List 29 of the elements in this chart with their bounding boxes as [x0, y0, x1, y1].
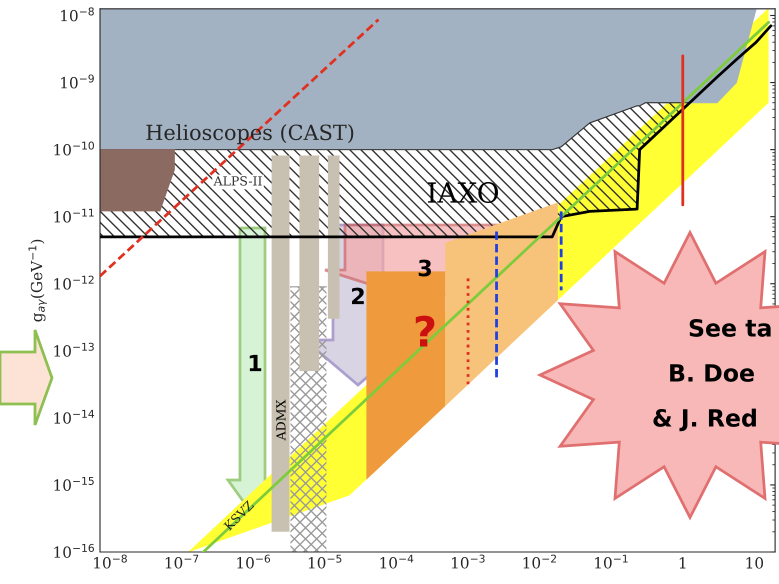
x-tick-label: 10$^{−2}$ [524, 554, 556, 569]
x-tick-label: 10 [746, 557, 764, 569]
x-tick-label: 10$^{−8}$ [94, 554, 127, 569]
x-tick-label: 10$^{−4}$ [380, 554, 414, 569]
y-tick-label: 10$^{−16}$ [54, 544, 94, 558]
annotation: 1 [250, 354, 262, 372]
y-tick-label: 10$^{−12}$ [54, 276, 94, 290]
y-axis-title: g$_{aγ}$(GeV$^{−1}$) [28, 240, 47, 322]
annotation: ALPS-II [214, 176, 262, 186]
y-tick-label: 10$^{−8}$ [61, 7, 94, 22]
y-tick-label: 10$^{−9}$ [61, 74, 94, 88]
y-tick-label: 10$^{−11}$ [54, 208, 94, 223]
y-tick-label: 10$^{−13}$ [54, 342, 94, 357]
x-tick-label: 10$^{−7}$ [166, 554, 198, 569]
x-tick-label: 10$^{−5}$ [308, 554, 342, 569]
x-tick-label: 10$^{−3}$ [452, 554, 485, 569]
y-tick-label: 10$^{−14}$ [54, 410, 94, 424]
annotation: ? [416, 316, 434, 346]
x-tick-label: 1 [680, 557, 686, 568]
x-tick-label: 10$^{−6}$ [237, 554, 270, 569]
annotation: See ta [690, 318, 771, 337]
y-tick-label: 10$^{−15}$ [54, 476, 94, 491]
annotation: ADMX [276, 400, 286, 440]
annotation: B. Doe [670, 364, 754, 382]
y-tick-label: 10$^{−10}$ [54, 142, 94, 156]
annotation: 2 [352, 288, 364, 304]
annotation: 3 [418, 260, 431, 276]
x-tick-label: 10$^{−1}$ [595, 554, 628, 569]
annotation: & J. Red [653, 408, 756, 432]
